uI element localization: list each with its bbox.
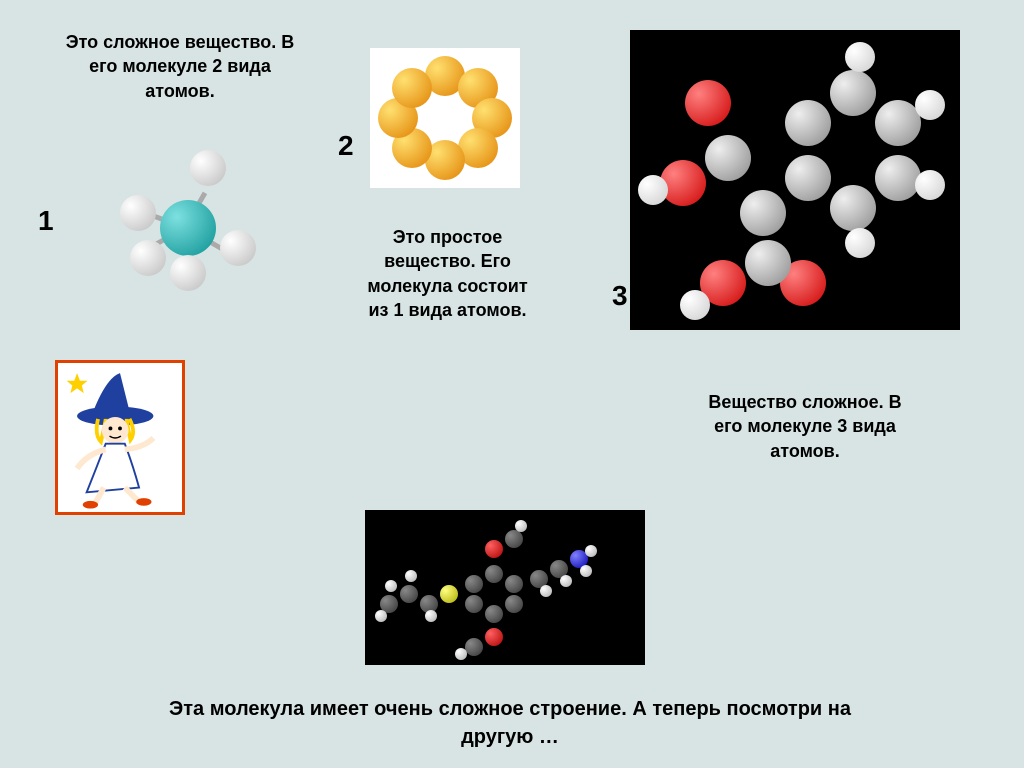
molecule-4-diagram <box>365 510 645 665</box>
label-1: 1 <box>38 205 54 237</box>
caption-bottom: Эта молекула имеет очень сложное строени… <box>150 695 870 751</box>
molecule-1-diagram <box>100 145 270 305</box>
caption-molecule-2: Это простое вещество. Его молекула состо… <box>360 225 535 322</box>
caption-molecule-3: Вещество сложное. В его молекуле 3 вида … <box>700 390 910 463</box>
label-2: 2 <box>338 130 354 162</box>
caption-molecule-1: Это сложное вещество. В его молекуле 2 в… <box>65 30 295 103</box>
molecule-3-diagram <box>630 30 960 330</box>
molecule-2-diagram <box>370 48 520 188</box>
wizard-illustration <box>55 360 185 515</box>
label-3: 3 <box>612 280 628 312</box>
